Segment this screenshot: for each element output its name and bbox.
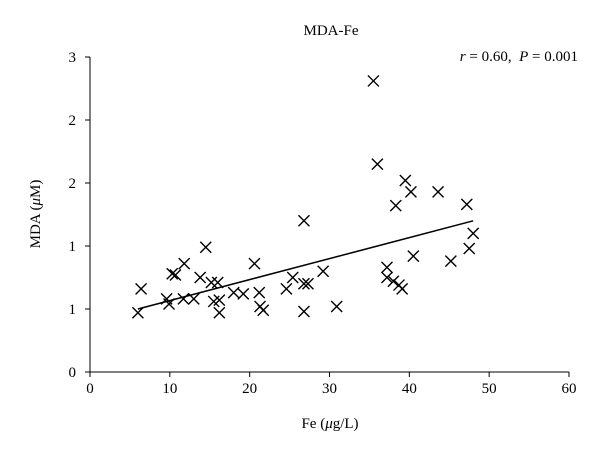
x-tick-label: 40 — [402, 381, 417, 397]
data-point — [460, 198, 473, 211]
data-point — [330, 300, 343, 313]
x-tick-label: 30 — [322, 381, 337, 397]
data-point — [371, 158, 384, 171]
data-point — [205, 276, 218, 289]
data-point — [211, 276, 224, 289]
data-point — [463, 242, 476, 255]
data-point — [297, 277, 310, 290]
r-value: = 0.60, — [466, 49, 519, 65]
y-tick-label: 0 — [69, 365, 77, 381]
x-axis-label: Fe (μg/L) — [301, 416, 358, 432]
data-point — [432, 185, 445, 198]
data-point — [444, 255, 457, 268]
data-point — [169, 268, 182, 281]
x-tick-label: 60 — [562, 381, 577, 397]
data-point — [131, 306, 144, 319]
data-point — [199, 241, 212, 254]
x-tick-label: 0 — [86, 381, 94, 397]
data-point — [297, 214, 310, 227]
data-point — [297, 305, 310, 318]
data-point — [178, 257, 191, 270]
data-point — [213, 294, 226, 307]
correlation-annotation: r = 0.60, P = 0.001 — [460, 49, 578, 65]
chart-title: MDA-Fe — [304, 23, 359, 39]
y-tick-label: 1 — [69, 239, 77, 255]
y-tick-label: 1 — [69, 302, 77, 318]
data-point — [237, 287, 250, 300]
data-point — [163, 297, 176, 310]
x-tick-label: 10 — [162, 381, 177, 397]
data-point — [396, 282, 409, 295]
data-point — [404, 185, 417, 198]
trendline — [137, 220, 474, 310]
data-point — [317, 265, 330, 278]
data-point — [177, 292, 190, 305]
data-point — [213, 306, 226, 319]
data-point — [253, 286, 266, 299]
data-point — [135, 282, 148, 295]
data-point — [407, 250, 420, 263]
y-axis-label: MDA (μM) — [28, 180, 44, 249]
data-point — [467, 227, 480, 240]
data-point — [367, 74, 380, 87]
data-point — [248, 257, 261, 270]
x-tick-label: 20 — [242, 381, 257, 397]
data-point — [380, 271, 393, 284]
data-point — [380, 261, 393, 274]
data-point — [187, 292, 200, 305]
p-value: = 0.001 — [528, 49, 578, 65]
y-tick-label: 2 — [69, 113, 77, 129]
data-point — [387, 275, 400, 288]
y-tick-label: 3 — [69, 50, 77, 66]
data-point — [257, 304, 270, 317]
data-point — [389, 199, 402, 212]
data-point — [286, 271, 299, 284]
x-tick-label: 50 — [482, 381, 497, 397]
data-point — [280, 282, 293, 295]
data-point — [399, 174, 412, 187]
data-point — [166, 267, 179, 280]
data-point — [301, 277, 314, 290]
r-label: r — [460, 49, 466, 65]
y-tick-label: 2 — [69, 176, 77, 192]
data-point — [194, 271, 207, 284]
p-label: P — [518, 49, 528, 65]
